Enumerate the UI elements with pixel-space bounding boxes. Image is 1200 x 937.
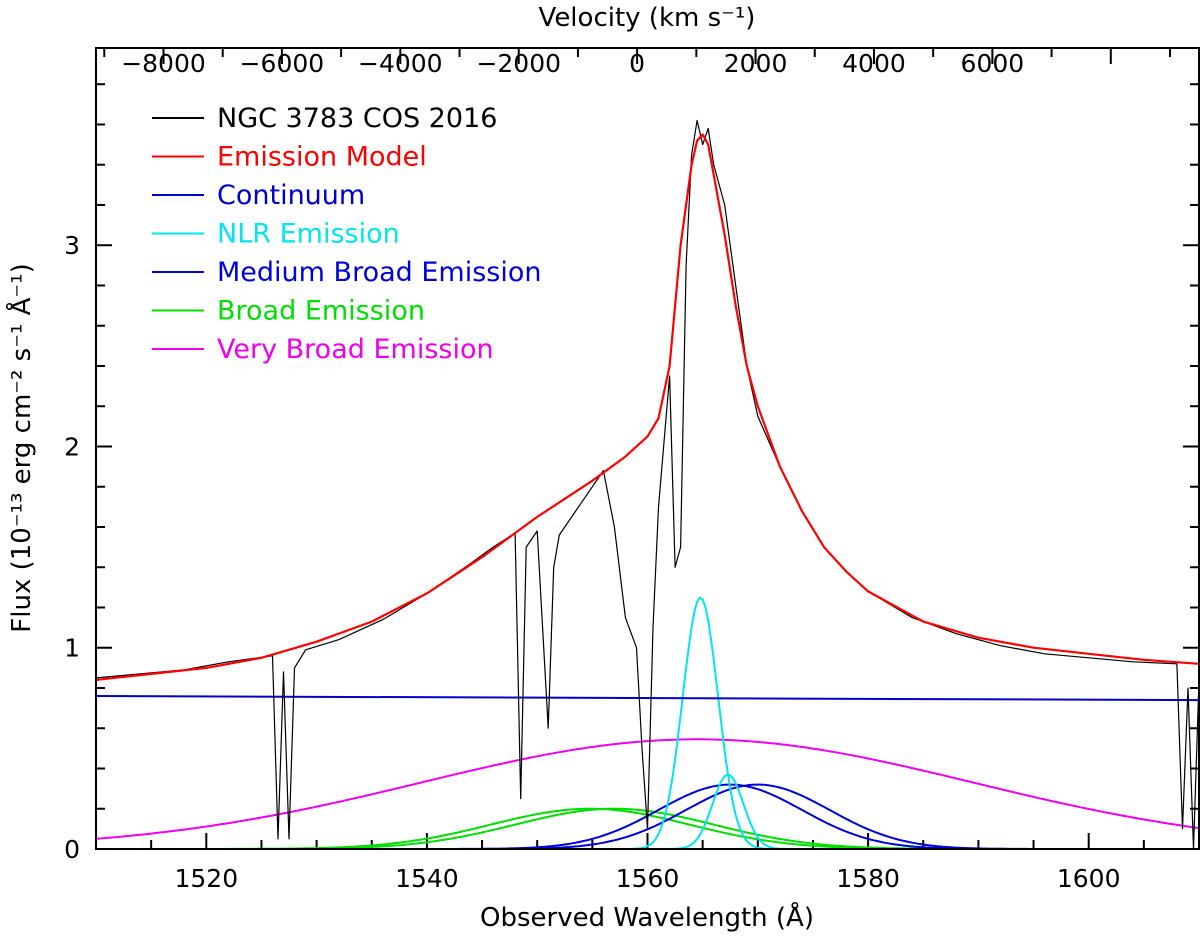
velocity-tick-label: 0 (629, 49, 645, 78)
y-tick-label: 0 (64, 835, 80, 864)
velocity-tick-label: −4000 (358, 49, 443, 78)
legend-label: Continuum (217, 180, 365, 211)
x-axis-title: Observed Wavelength (Å) (480, 901, 814, 933)
velocity-tick-label: 6000 (961, 49, 1025, 78)
velocity-tick-label: −8000 (121, 49, 206, 78)
series-nlr-emission-component-1 (96, 596, 1199, 849)
series-emission-model (96, 133, 1199, 681)
legend: NGC 3783 COS 2016 Emission Model Continuum… (152, 103, 542, 365)
legend-label: Medium Broad Emission (217, 257, 542, 288)
legend-label: Emission Model (217, 142, 427, 173)
velocity-tick-label: −2000 (476, 49, 561, 78)
plot-frame (95, 47, 1200, 850)
x-tick-label: 1520 (174, 864, 238, 893)
x-tick-label: 1580 (836, 864, 900, 893)
velocity-tick-label: 4000 (842, 49, 906, 78)
x-tick-label: 1560 (616, 864, 680, 893)
velocity-tick-label: 2000 (724, 49, 788, 78)
x-tick-label: 1540 (395, 864, 459, 893)
velocity-tick-label: −6000 (240, 49, 325, 78)
legend-label: NGC 3783 COS 2016 (217, 103, 497, 134)
legend-label: NLR Emission (217, 219, 400, 250)
legend-label: Broad Emission (217, 296, 425, 327)
y-tick-label: 2 (64, 432, 80, 461)
y-axis-title: Flux (10⁻¹³ erg cm⁻² s⁻¹ Å⁻¹) (5, 263, 37, 632)
tick-labels: 1520 1540 1560 1580 1600 −8000 −6000 −4000 −2000… (64, 49, 1120, 893)
legend-label: Very Broad Emission (217, 334, 494, 365)
y-tick-label: 3 (64, 231, 80, 260)
y-tick-label: 1 (64, 634, 80, 663)
series-very-broad-emission-component-1 (96, 738, 1199, 840)
series-continuum (96, 695, 1199, 702)
x-tick-label: 1600 (1057, 864, 1121, 893)
top-axis-title: Velocity (km s⁻¹) (539, 3, 756, 33)
